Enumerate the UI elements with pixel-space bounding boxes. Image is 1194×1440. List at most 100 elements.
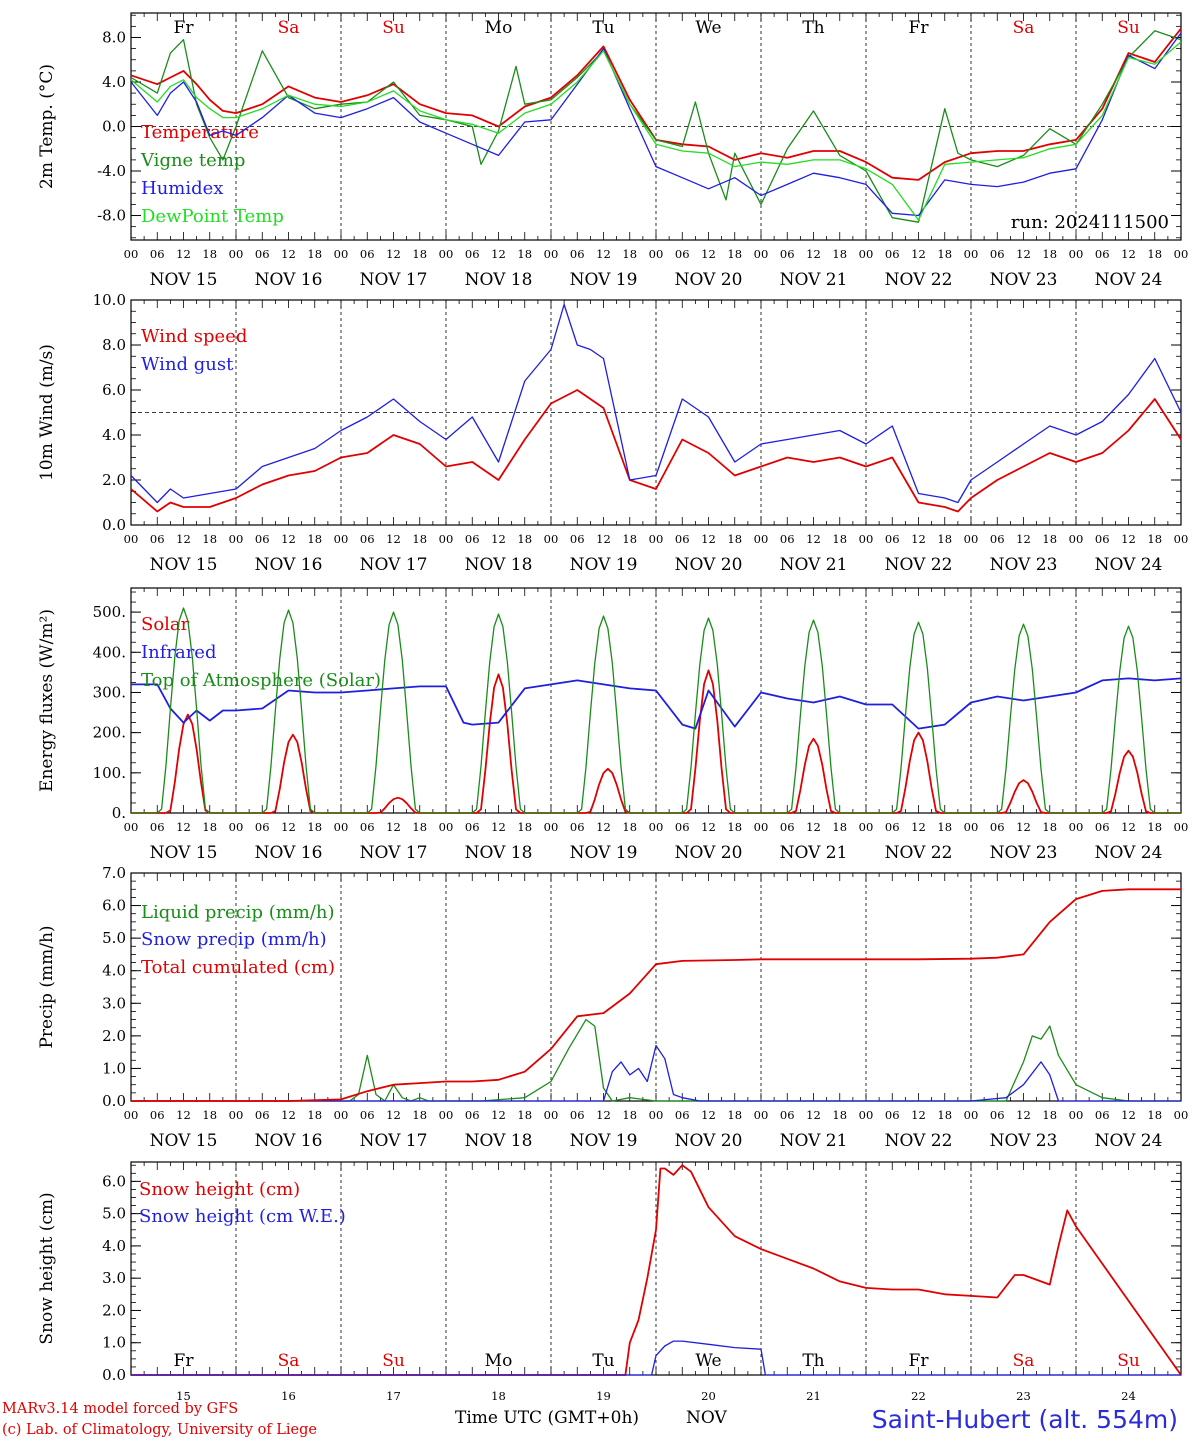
footer-credit-line: (c) Lab. of Climatology, University of L… (2, 1422, 317, 1438)
date-label: NOV 15 (150, 555, 218, 575)
hour-label: 12 (911, 532, 926, 546)
hour-label: 00 (1069, 820, 1084, 834)
date-label: NOV 19 (570, 843, 638, 863)
month-label: NOV (686, 1408, 728, 1428)
y-tick-label: 0.0 (102, 516, 126, 534)
hour-label: 06 (885, 820, 900, 834)
legend-entry: Total cumulated (cm) (141, 957, 335, 978)
date-label: NOV 19 (570, 1131, 638, 1151)
footer-model-line: MARv3.14 model forced by GFS (2, 1401, 238, 1417)
day-number-label: 15 (176, 1389, 191, 1403)
hour-label: 06 (1095, 1108, 1110, 1122)
y-tick-label: 4.0 (102, 962, 126, 980)
hour-label: 12 (491, 820, 506, 834)
series-line (131, 1018, 1181, 1102)
date-label: NOV 16 (255, 1131, 323, 1151)
weekday-label: Tu (592, 1351, 614, 1371)
hour-label: 06 (780, 247, 795, 261)
y-tick-label: 2.0 (102, 1027, 126, 1045)
hour-label: 06 (885, 1108, 900, 1122)
weekday-label: Tu (592, 18, 614, 38)
hour-label: 06 (360, 820, 375, 834)
hour-label: 00 (229, 820, 244, 834)
y-tick-label: 1.0 (102, 1059, 126, 1077)
hour-label: 18 (937, 532, 952, 546)
hour-label: 18 (202, 247, 217, 261)
date-label: NOV 18 (465, 555, 533, 575)
hour-label: 06 (360, 247, 375, 261)
weekday-label: Sa (1013, 18, 1035, 38)
day-number-label: 20 (701, 1389, 716, 1403)
hour-label: 18 (307, 247, 322, 261)
hour-label: 12 (386, 532, 401, 546)
legend-entry: DewPoint Temp (141, 206, 284, 227)
hour-label: 00 (964, 1108, 979, 1122)
hour-label: 18 (622, 247, 637, 261)
y-tick-label: 7.0 (102, 864, 126, 882)
hour-label: 00 (1174, 820, 1189, 834)
y-axis-label: Precip (mm/h) (37, 925, 57, 1048)
panel-2: 0.0 2.0 4.0 6.0 8.0 10.0 00 06 12 18 NOV 15 00 06 12 1… (37, 291, 1188, 575)
hour-label: 18 (832, 820, 847, 834)
weekday-label: Fr (909, 1351, 930, 1371)
weekday-label: Sa (278, 18, 300, 38)
day-number-label: 19 (596, 1389, 611, 1403)
hour-label: 12 (806, 820, 821, 834)
hour-label: 12 (281, 820, 296, 834)
date-label: NOV 15 (150, 843, 218, 863)
legend-entry: Snow precip (mm/h) (141, 929, 327, 950)
legend-entry: Vigne temp (140, 150, 245, 171)
y-tick-label: 0.0 (102, 1092, 126, 1110)
hour-label: 18 (622, 532, 637, 546)
hour-label: 18 (412, 247, 427, 261)
hour-label: 06 (150, 247, 165, 261)
hour-label: 00 (1069, 532, 1084, 546)
date-label: NOV 21 (780, 843, 848, 863)
hour-label: 00 (964, 532, 979, 546)
day-number-label: 22 (911, 1389, 926, 1403)
hour-label: 06 (255, 247, 270, 261)
hour-label: 00 (859, 247, 874, 261)
series-line (131, 1340, 1181, 1376)
hour-label: 12 (281, 247, 296, 261)
hour-label: 00 (754, 532, 769, 546)
legend-entry: Temperature (141, 122, 259, 143)
legend-entry: Wind speed (141, 326, 247, 347)
hour-label: 18 (517, 247, 532, 261)
hour-label: 00 (754, 820, 769, 834)
hour-label: 18 (307, 1108, 322, 1122)
station-title: Saint-Hubert (alt. 554m) (872, 1405, 1178, 1434)
hour-label: 18 (307, 820, 322, 834)
hour-label: 06 (990, 532, 1005, 546)
hour-label: 06 (360, 1108, 375, 1122)
hour-label: 06 (570, 820, 585, 834)
y-tick-label: 6.0 (102, 381, 126, 399)
date-label: NOV 17 (360, 555, 428, 575)
weekday-label: Su (1117, 1351, 1140, 1371)
date-label: NOV 22 (885, 555, 953, 575)
date-label: NOV 23 (990, 1131, 1058, 1151)
date-label: NOV 22 (885, 1131, 953, 1151)
hour-label: 00 (229, 1108, 244, 1122)
hour-label: 12 (1121, 820, 1136, 834)
date-label: NOV 23 (990, 270, 1058, 290)
date-label: NOV 20 (675, 1131, 743, 1151)
legend-entry: Solar (141, 614, 190, 635)
hour-label: 00 (1174, 247, 1189, 261)
weekday-label: Fr (174, 18, 195, 38)
hour-label: 00 (964, 247, 979, 261)
y-tick-label: 400. (93, 643, 126, 661)
hour-label: 18 (1042, 820, 1057, 834)
hour-label: 18 (202, 532, 217, 546)
hour-label: 06 (255, 820, 270, 834)
panel-3: 0. 100. 200. 300. 400. 500. 00 06 12 18 NOV 15 00 06… (37, 587, 1189, 863)
hour-label: 00 (964, 820, 979, 834)
y-tick-label: 0.0 (102, 1366, 126, 1384)
hour-label: 18 (727, 820, 742, 834)
hour-label: 12 (1016, 1108, 1031, 1122)
hour-label: 18 (727, 1108, 742, 1122)
hour-label: 06 (570, 247, 585, 261)
hour-label: 12 (176, 820, 191, 834)
y-tick-label: 8.0 (102, 28, 126, 46)
